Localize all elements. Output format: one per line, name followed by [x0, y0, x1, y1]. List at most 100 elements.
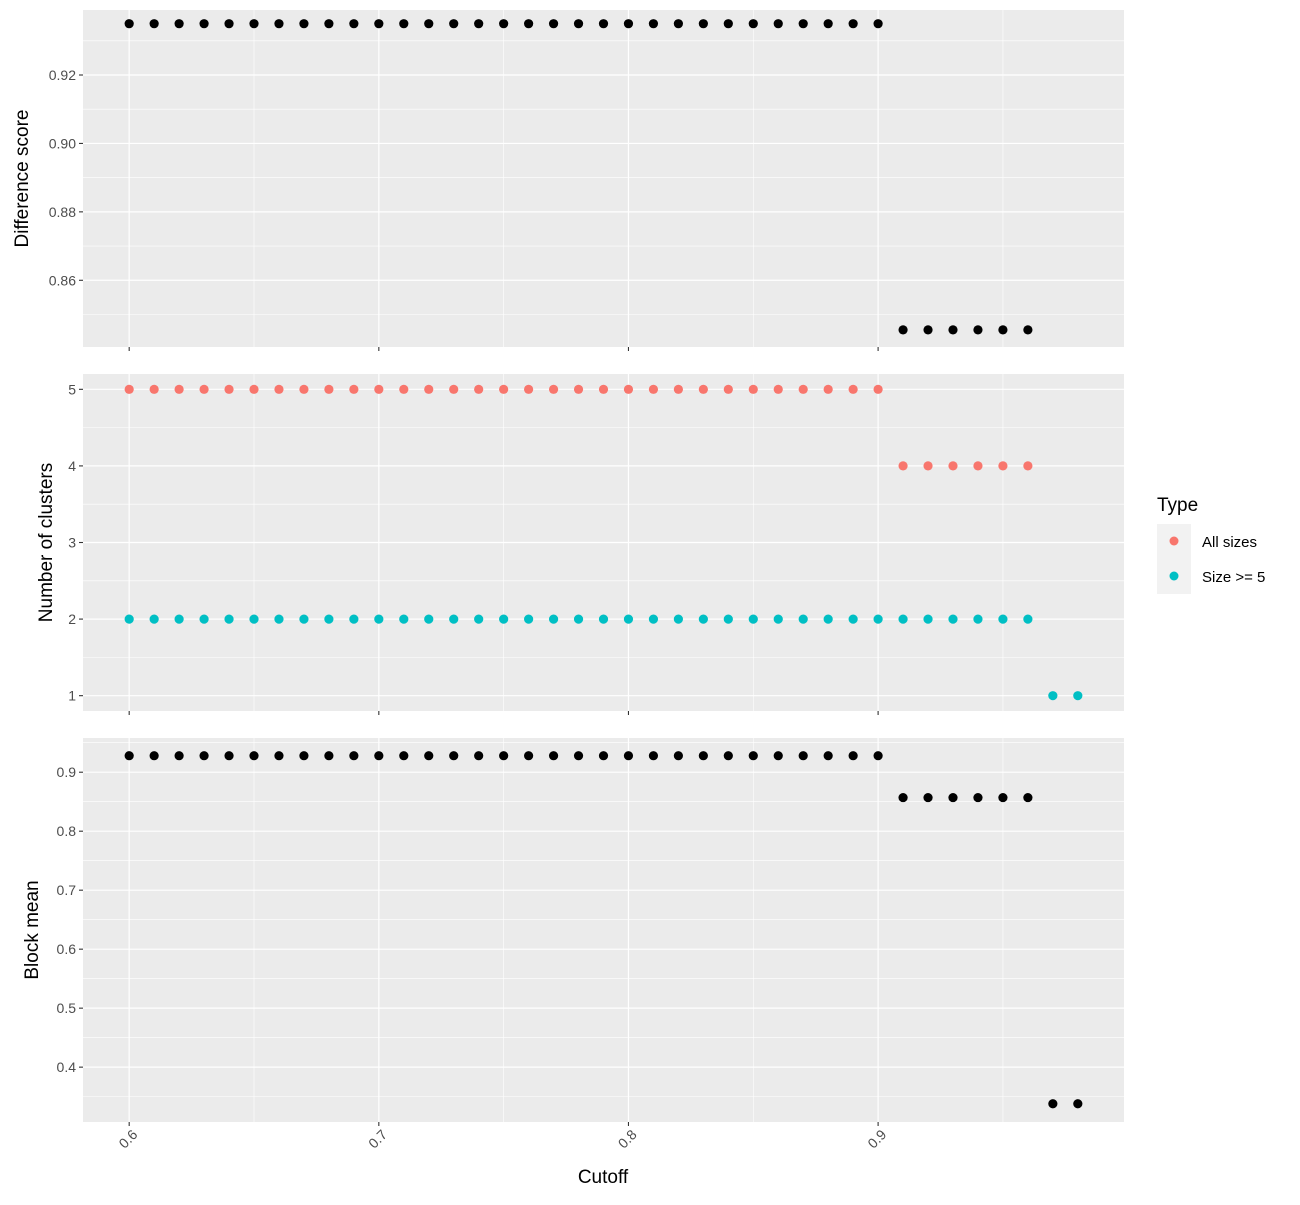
panel-number-of-clusters: 1 2 3 4 5 Number of clusters: [36, 374, 1124, 715]
data-point: [723, 751, 733, 761]
data-point: [199, 384, 209, 394]
data-point: [648, 384, 659, 394]
data-point: [149, 614, 159, 624]
data-point: [798, 384, 808, 394]
data-point: [299, 19, 309, 29]
data-point: [349, 19, 359, 29]
data-point: [249, 384, 259, 394]
data-point: [199, 751, 209, 761]
panel-block-mean: 0.4 0.5 0.6 0.7 0.8 0.9 Block mean: [22, 738, 1124, 1126]
data-point: [399, 614, 409, 624]
data-point: [548, 751, 559, 761]
x-tick-label: 0.7: [365, 1126, 390, 1151]
data-point: [124, 384, 134, 394]
panels-layer: 0.86 0.88 0.90 0.92 Difference score 1 2 3 4 5 Num…: [12, 10, 1124, 1151]
data-point: [698, 19, 708, 29]
data-point: [748, 384, 758, 394]
data-point: [998, 792, 1008, 803]
series-points: [124, 751, 1083, 1109]
y-axis-title: Block mean: [22, 880, 43, 979]
data-point: [499, 384, 509, 394]
data-point: [798, 751, 808, 761]
data-point: [748, 19, 758, 29]
y-axis-title: Number of clusters: [36, 463, 57, 622]
data-point: [399, 384, 409, 394]
series-size-5: [124, 614, 1083, 701]
y-tick-label: 0.7: [57, 882, 77, 898]
data-point: [798, 614, 808, 624]
y-tick-label: 0.92: [49, 67, 76, 83]
data-point: [274, 384, 284, 394]
x-tick-label: 0.8: [615, 1126, 640, 1151]
legend: Type All sizes Size >= 5: [1157, 495, 1265, 594]
data-point: [623, 751, 634, 761]
data-point: [449, 751, 459, 761]
data-point: [573, 384, 584, 394]
data-point: [199, 614, 209, 624]
data-point: [474, 614, 484, 624]
data-point: [898, 325, 908, 335]
data-point: [1023, 461, 1033, 471]
data-point: [124, 751, 134, 761]
data-point: [324, 19, 334, 29]
legend-key-size-ge-5: [1169, 571, 1179, 581]
legend-key-all-sizes: [1169, 536, 1179, 546]
data-point: [673, 19, 683, 29]
data-point: [948, 614, 958, 624]
data-point: [399, 751, 409, 761]
data-point: [424, 384, 434, 394]
data-point: [648, 614, 659, 624]
data-point: [548, 19, 559, 29]
y-tick-label: 0.86: [49, 272, 76, 288]
y-tick-label: 0.8: [57, 823, 77, 839]
data-point: [748, 751, 758, 761]
data-point: [424, 614, 434, 624]
data-point: [1023, 614, 1033, 624]
data-point: [274, 614, 284, 624]
data-point: [124, 614, 134, 624]
y-axis-title: Difference score: [12, 110, 33, 248]
x-tick-label: 0.6: [115, 1126, 140, 1151]
data-point: [698, 384, 708, 394]
data-point: [573, 614, 584, 624]
data-point: [349, 384, 359, 394]
data-point: [723, 19, 733, 29]
data-point: [174, 19, 184, 29]
data-point: [374, 19, 384, 29]
data-point: [274, 751, 284, 761]
data-point: [948, 792, 958, 803]
data-point: [474, 751, 484, 761]
data-point: [424, 19, 434, 29]
y-tick-label: 3: [68, 535, 76, 551]
data-point: [623, 384, 634, 394]
data-point: [299, 614, 309, 624]
data-point: [374, 614, 384, 624]
data-point: [748, 614, 758, 624]
data-point: [923, 325, 933, 335]
data-point: [1048, 1099, 1058, 1109]
data-point: [499, 19, 509, 29]
data-point: [573, 19, 584, 29]
data-point: [149, 384, 159, 394]
data-point: [998, 461, 1008, 471]
data-point: [623, 19, 634, 29]
data-point: [773, 751, 783, 761]
data-point: [324, 751, 334, 761]
data-point: [249, 751, 259, 761]
data-point: [249, 19, 259, 29]
data-point: [224, 751, 234, 761]
data-point: [174, 614, 184, 624]
data-point: [124, 19, 134, 29]
data-point: [374, 384, 384, 394]
y-tick-label: 0.5: [57, 1000, 77, 1016]
data-point: [823, 19, 833, 29]
data-point: [349, 614, 359, 624]
y-tick-label: 4: [68, 458, 76, 474]
data-point: [973, 614, 983, 624]
data-point: [449, 19, 459, 29]
y-tick-label: 2: [68, 611, 76, 627]
data-point: [548, 384, 559, 394]
data-point: [898, 614, 908, 624]
